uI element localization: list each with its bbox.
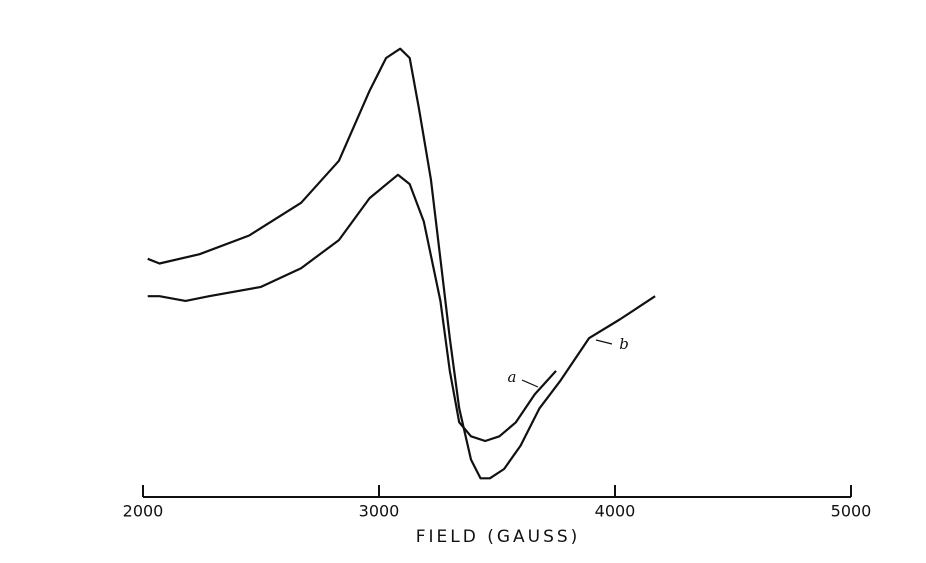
label-arrow	[595, 339, 613, 345]
curve-label: a	[508, 368, 517, 386]
x-axis-label: FIELD (GAUSS)	[416, 527, 581, 547]
x-tick-label: 2000	[123, 502, 164, 521]
x-tick-label: 5000	[831, 502, 872, 521]
x-tick-label: 4000	[595, 502, 636, 521]
x-tick-label: 3000	[359, 502, 400, 521]
curve-label: b	[619, 335, 629, 353]
curve	[147, 47, 656, 480]
curve	[147, 173, 557, 443]
label-arrow	[521, 379, 539, 388]
